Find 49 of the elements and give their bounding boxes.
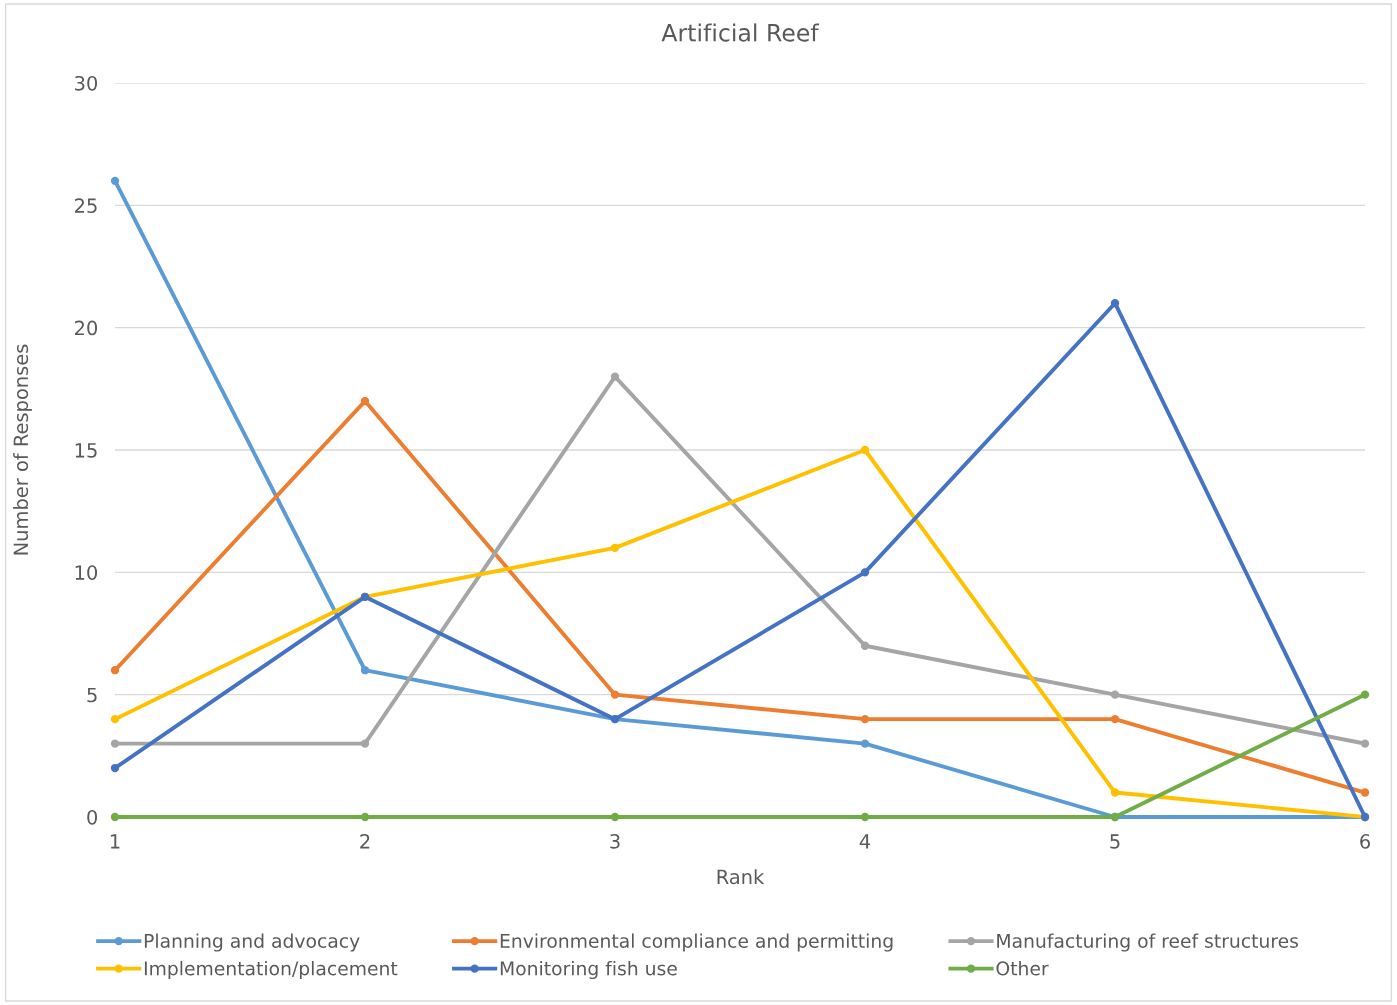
x-tick-label: 3 bbox=[610, 834, 620, 849]
point bbox=[1360, 788, 1370, 797]
point bbox=[860, 739, 870, 748]
y-tick-label: 5 bbox=[87, 687, 97, 703]
point bbox=[110, 812, 120, 822]
y-tick-label: 0 bbox=[87, 809, 98, 825]
point bbox=[360, 812, 370, 822]
point bbox=[860, 641, 870, 650]
point bbox=[360, 396, 370, 406]
point bbox=[110, 176, 120, 186]
x-tick-label: 1 bbox=[110, 834, 120, 849]
y-axis-title: Number of Responses bbox=[13, 344, 32, 555]
point bbox=[1360, 739, 1370, 748]
point bbox=[610, 543, 620, 553]
x-axis-title: Rank bbox=[717, 869, 765, 885]
legend-label: Other bbox=[996, 960, 1049, 976]
point bbox=[110, 666, 120, 675]
point bbox=[1110, 299, 1120, 308]
y-tick-label: 15 bbox=[75, 443, 97, 458]
point bbox=[110, 763, 120, 773]
point bbox=[610, 690, 620, 699]
y-tick-label: 30 bbox=[75, 75, 98, 91]
y-tick-label: 10 bbox=[75, 565, 98, 580]
y-tick-label: 20 bbox=[75, 320, 98, 336]
chart-title: Artificial Reef bbox=[661, 23, 820, 42]
point bbox=[110, 739, 120, 748]
point bbox=[1360, 690, 1370, 699]
point bbox=[1110, 690, 1120, 699]
point bbox=[610, 812, 620, 822]
x-tick-label: 2 bbox=[360, 834, 370, 849]
point bbox=[860, 568, 870, 577]
legend-label: Monitoring fish use bbox=[500, 960, 677, 980]
x-tick-label: 6 bbox=[1360, 834, 1370, 849]
point bbox=[610, 372, 620, 381]
point bbox=[860, 445, 870, 455]
point bbox=[860, 812, 870, 822]
point bbox=[1110, 788, 1120, 797]
point bbox=[360, 666, 370, 675]
point bbox=[860, 714, 870, 724]
legend-label: Planning and advocacy bbox=[144, 933, 360, 952]
legend-label: Environmental compliance and permitting bbox=[500, 933, 893, 952]
x-tick-label: 5 bbox=[1110, 834, 1120, 849]
x-tick-label: 4 bbox=[859, 834, 871, 849]
legend-label: Manufacturing of reef structures bbox=[997, 933, 1299, 952]
point bbox=[360, 739, 370, 748]
point bbox=[110, 714, 120, 724]
y-tick-label: 25 bbox=[75, 198, 97, 213]
point bbox=[1110, 714, 1120, 724]
legend-label: Implementation/placement bbox=[144, 960, 398, 980]
